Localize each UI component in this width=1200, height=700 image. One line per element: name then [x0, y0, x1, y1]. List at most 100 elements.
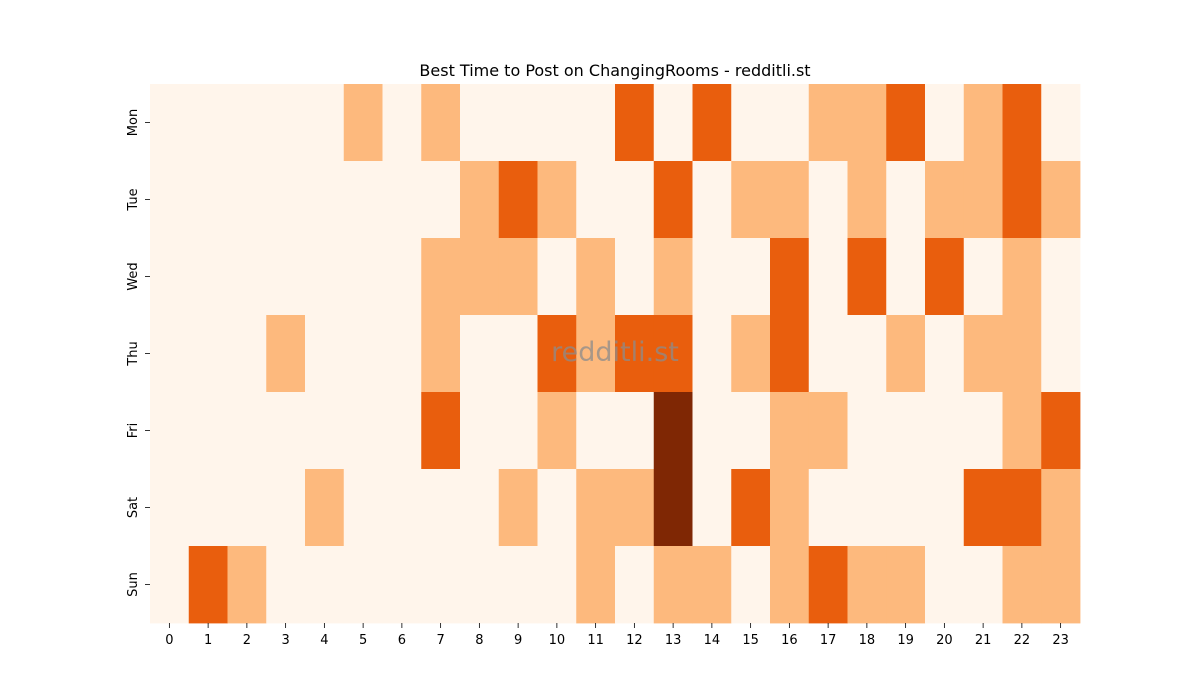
heatmap-cell-sat-3: [266, 469, 306, 547]
x-tick-label: 6: [398, 633, 406, 648]
heatmap-cell-mon-22: [1002, 84, 1042, 162]
heatmap-cell-tue-10: [537, 161, 577, 239]
y-tick-label: Tue: [126, 188, 141, 211]
heatmap-cell-mon-1: [188, 84, 228, 162]
heatmap-cell-sun-7: [421, 546, 461, 624]
x-tick-label: 19: [897, 633, 914, 648]
x-tick-label: 3: [281, 633, 289, 648]
heatmap-cell-sun-11: [576, 546, 616, 624]
heatmap-cell-fri-23: [1041, 392, 1081, 470]
heatmap-cell-wed-0: [150, 238, 190, 316]
heatmap-cell-mon-0: [150, 84, 190, 162]
x-tick-label: 17: [820, 633, 837, 648]
heatmap-cell-sat-2: [227, 469, 267, 547]
heatmap-cell-tue-21: [963, 161, 1003, 239]
heatmap-cell-fri-12: [615, 392, 655, 470]
heatmap-cell-wed-19: [886, 238, 926, 316]
heatmap-cell-fri-9: [498, 392, 538, 470]
x-tick-label: 16: [781, 633, 798, 648]
heatmap-cell-wed-5: [343, 238, 383, 316]
x-tick-label: 18: [859, 633, 876, 648]
heatmap-cell-tue-14: [692, 161, 732, 239]
heatmap-cell-mon-11: [576, 84, 616, 162]
x-tick-label: 15: [742, 633, 759, 648]
heatmap-cell-thu-9: [498, 315, 538, 393]
heatmap-cell-sat-13: [653, 469, 693, 547]
heatmap-cell-mon-3: [266, 84, 306, 162]
heatmap-cell-wed-22: [1002, 238, 1042, 316]
heatmap-cell-fri-3: [266, 392, 306, 470]
heatmap-cell-wed-16: [770, 238, 810, 316]
heatmap-cell-mon-17: [808, 84, 848, 162]
heatmap-cell-sun-19: [886, 546, 926, 624]
heatmap-cell-sat-7: [421, 469, 461, 547]
heatmap-cell-thu-7: [421, 315, 461, 393]
x-axis-ticks: 0 1 2 3 4 5 6 7 8 9 10 11 12 13 14 15 16 17 18 19 20 21 22 23: [165, 623, 1069, 648]
y-tick-label: Wed: [126, 262, 141, 290]
heatmap-cell-tue-19: [886, 161, 926, 239]
heatmap-cell-sat-20: [925, 469, 965, 547]
heatmap-cell-thu-8: [460, 315, 500, 393]
heatmap-cell-mon-21: [963, 84, 1003, 162]
heatmap-cell-tue-6: [382, 161, 422, 239]
heatmap-cell-fri-8: [460, 392, 500, 470]
heatmap-cell-thu-11: [576, 315, 616, 393]
heatmap-cell-sat-19: [886, 469, 926, 547]
heatmap-cell-fri-10: [537, 392, 577, 470]
heatmap-cell-thu-1: [188, 315, 228, 393]
heatmap-cell-thu-14: [692, 315, 732, 393]
heatmap-cell-sat-16: [770, 469, 810, 547]
heatmap-cell-sun-3: [266, 546, 306, 624]
heatmap-cell-sun-8: [460, 546, 500, 624]
heatmap-cell-thu-10: [537, 315, 577, 393]
x-tick-label: 22: [1014, 633, 1031, 648]
heatmap-cell-mon-14: [692, 84, 732, 162]
heatmap-cell-sun-6: [382, 546, 422, 624]
heatmap-cell-sat-4: [305, 469, 345, 547]
heatmap-cell-thu-18: [847, 315, 887, 393]
heatmap-cell-sat-22: [1002, 469, 1042, 547]
heatmap-cell-sat-21: [963, 469, 1003, 547]
heatmap-cell-sat-5: [343, 469, 383, 547]
heatmap-cell-sun-4: [305, 546, 345, 624]
heatmap-cell-sun-2: [227, 546, 267, 624]
heatmap-cell-fri-14: [692, 392, 732, 470]
heatmap-cell-mon-6: [382, 84, 422, 162]
y-tick-label: Fri: [126, 423, 141, 439]
heatmap-cell-sat-17: [808, 469, 848, 547]
heatmap-cell-thu-6: [382, 315, 422, 393]
y-tick-label: Sun: [126, 572, 141, 597]
heatmap-cell-tue-15: [731, 161, 771, 239]
heatmap-cell-sat-6: [382, 469, 422, 547]
x-tick-label: 10: [549, 633, 566, 648]
heatmap-cell-tue-5: [343, 161, 383, 239]
heatmap-cell-mon-7: [421, 84, 461, 162]
heatmap-cell-wed-18: [847, 238, 887, 316]
heatmap-cell-sun-20: [925, 546, 965, 624]
heatmap-cell-wed-2: [227, 238, 267, 316]
heatmap-cell-wed-23: [1041, 238, 1081, 316]
heatmap-cell-sun-9: [498, 546, 538, 624]
heatmap-cell-mon-9: [498, 84, 538, 162]
heatmap-cell-sun-17: [808, 546, 848, 624]
x-tick-label: 23: [1052, 633, 1069, 648]
heatmap-cell-thu-0: [150, 315, 190, 393]
heatmap-cell-thu-19: [886, 315, 926, 393]
heatmap-cell-mon-5: [343, 84, 383, 162]
heatmap-cell-mon-16: [770, 84, 810, 162]
heatmap-cell-thu-2: [227, 315, 267, 393]
heatmap-cell-sun-23: [1041, 546, 1081, 624]
heatmap-cell-thu-15: [731, 315, 771, 393]
heatmap-cell-wed-8: [460, 238, 500, 316]
x-tick-label: 9: [514, 633, 522, 648]
heatmap-cell-tue-20: [925, 161, 965, 239]
x-tick-label: 13: [665, 633, 682, 648]
heatmap-cell-fri-22: [1002, 392, 1042, 470]
heatmap-cell-wed-9: [498, 238, 538, 316]
heatmap-cell-sun-1: [188, 546, 228, 624]
y-axis-ticks: Mon Tue Wed Thu Fri Sat Sun: [126, 109, 150, 597]
y-tick-label: Thu: [126, 341, 141, 366]
heatmap-cell-fri-21: [963, 392, 1003, 470]
heatmap-cell-sat-10: [537, 469, 577, 547]
